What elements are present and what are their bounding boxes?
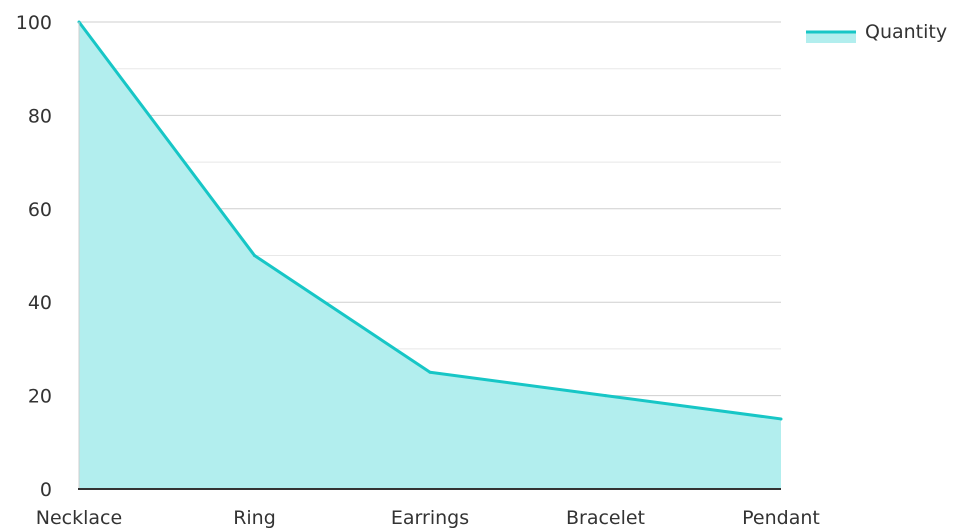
legend-swatch-fill xyxy=(806,31,856,43)
legend-label: Quantity xyxy=(865,21,947,43)
legend: Quantity xyxy=(806,21,947,43)
x-tick-labels: Necklace Ring Earrings Bracelet Pendant xyxy=(36,507,820,529)
x-tick-label-pendant: Pendant xyxy=(742,507,820,529)
y-tick-label: 80 xyxy=(28,105,52,127)
series-area-fill xyxy=(79,22,781,489)
legend-item[interactable]: Quantity xyxy=(806,21,947,43)
x-tick-label-ring: Ring xyxy=(233,507,276,529)
data-point-earrings xyxy=(428,370,432,374)
data-point-pendant xyxy=(779,417,783,421)
data-point-bracelet xyxy=(604,394,607,398)
y-tick-label: 60 xyxy=(28,199,52,221)
x-tick-label-bracelet: Bracelet xyxy=(566,507,645,529)
y-tick-label: 20 xyxy=(28,386,52,408)
x-tick-label-earrings: Earrings xyxy=(391,507,469,529)
axes xyxy=(78,22,781,490)
y-tick-label: 100 xyxy=(16,12,52,34)
series-area-layer xyxy=(77,20,783,489)
y-tick-labels: 0 20 40 60 80 100 xyxy=(16,12,52,501)
x-tick-label-necklace: Necklace xyxy=(36,507,122,529)
data-point-ring xyxy=(253,254,256,257)
y-tick-label: 0 xyxy=(40,479,52,501)
y-tick-label: 40 xyxy=(28,292,52,314)
